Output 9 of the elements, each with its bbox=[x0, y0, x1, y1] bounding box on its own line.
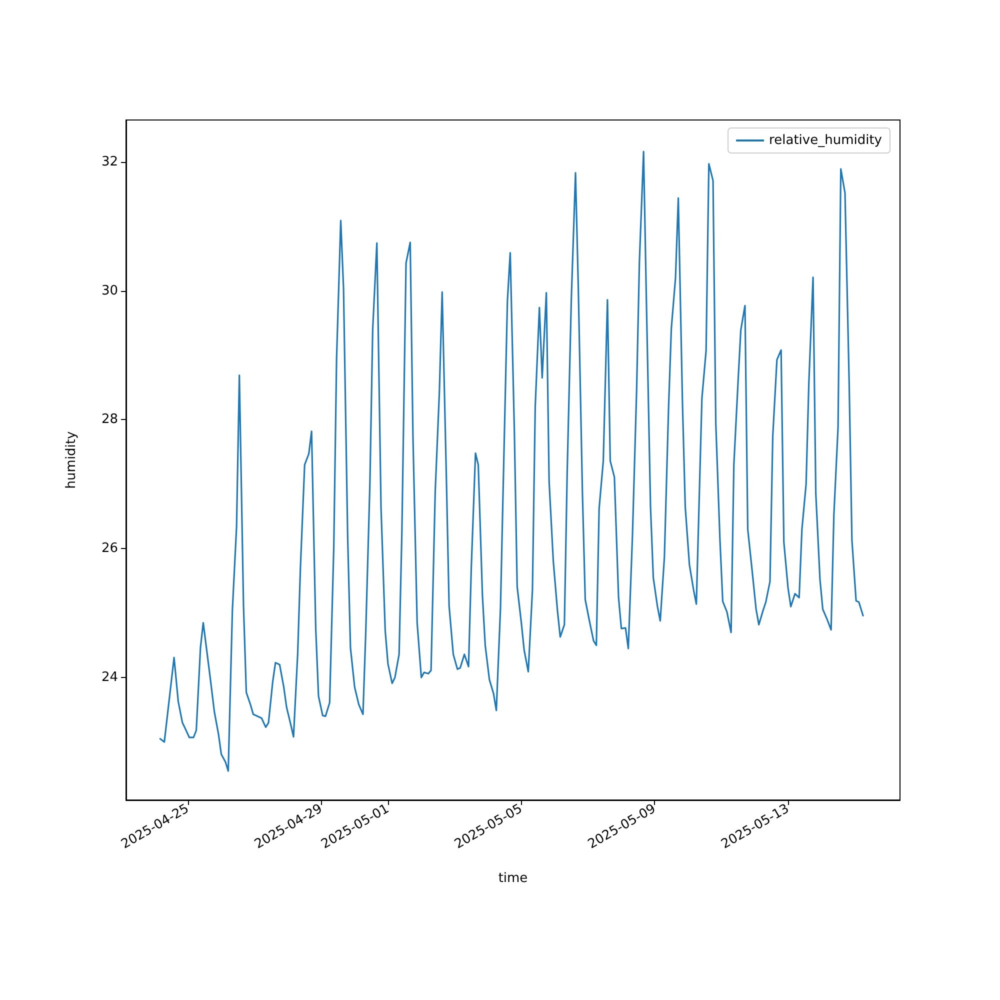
y-tick-label: 26 bbox=[101, 541, 118, 556]
y-tick-label: 24 bbox=[101, 670, 118, 686]
y-tick-label: 28 bbox=[101, 412, 118, 428]
y-tick-label: 30 bbox=[101, 283, 118, 298]
y-tick-label: 32 bbox=[101, 154, 118, 170]
x-axis-title: time bbox=[498, 871, 528, 886]
legend-label: relative_humidity bbox=[769, 133, 882, 148]
y-axis-title: humidity bbox=[64, 430, 79, 489]
line-series bbox=[159, 150, 864, 772]
